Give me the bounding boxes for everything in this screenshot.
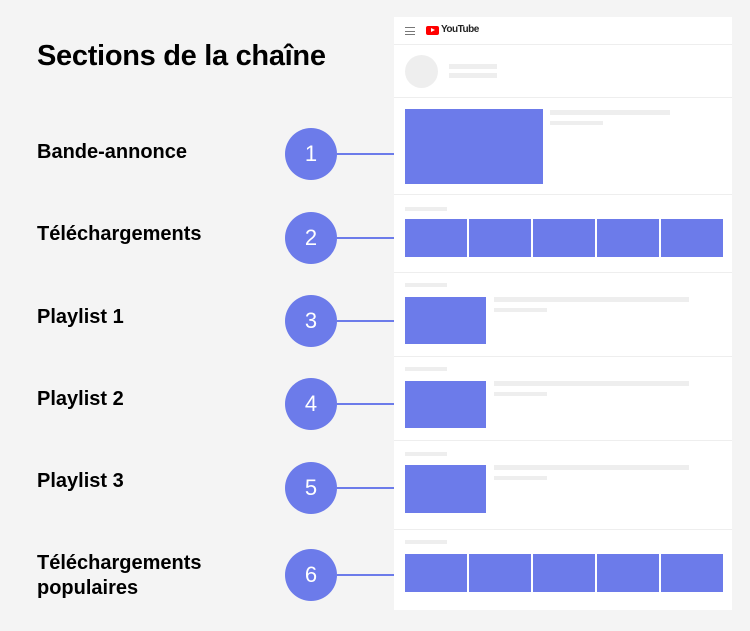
divider [394, 440, 732, 441]
trailer-video-thumbnail [405, 109, 543, 184]
trailer-meta-placeholder [550, 121, 603, 125]
connector-3 [337, 320, 405, 322]
playlist-meta-placeholder [494, 308, 547, 312]
playlist-thumbnail [405, 381, 486, 428]
section-number-3: 3 [285, 295, 337, 347]
divider [394, 272, 732, 273]
menu-icon [405, 27, 415, 35]
page-title: Sections de la chaîne [37, 40, 326, 72]
video-thumbnail [405, 219, 467, 257]
section-number-2: 2 [285, 212, 337, 264]
section-heading-placeholder [405, 540, 447, 544]
playlist-meta-placeholder [494, 476, 547, 480]
section-label-uploads: Téléchargements [37, 223, 202, 245]
divider [394, 194, 732, 195]
section-label-popular-uploads: Téléchargements populaires [37, 551, 202, 601]
video-thumbnail [469, 219, 531, 257]
channel-page-mockup: YouTube [394, 17, 732, 610]
trailer-title-placeholder [550, 110, 670, 115]
section-number-6: 6 [285, 549, 337, 601]
connector-2 [337, 237, 405, 239]
playlist-thumbnail [405, 297, 486, 344]
channel-name-placeholder [449, 64, 497, 69]
divider [394, 44, 732, 45]
video-thumbnail [533, 554, 595, 592]
section-label-playlist-3: Playlist 3 [37, 470, 124, 492]
play-icon [431, 28, 435, 32]
youtube-wordmark: YouTube [441, 24, 479, 35]
channel-meta-placeholder [449, 73, 497, 78]
video-thumbnail [597, 554, 659, 592]
playlist-title-placeholder [494, 297, 689, 302]
video-thumbnail [597, 219, 659, 257]
connector-4 [337, 403, 405, 405]
section-label-line-2: populaires [37, 577, 139, 599]
divider [394, 97, 732, 98]
connector-5 [337, 487, 405, 489]
section-heading-placeholder [405, 283, 447, 287]
playlist-title-placeholder [494, 465, 689, 470]
section-label-line-1: Téléchargements [37, 552, 202, 574]
avatar [405, 55, 438, 88]
playlist-title-placeholder [494, 381, 689, 386]
section-heading-placeholder [405, 207, 447, 211]
section-label-trailer: Bande-annonce [37, 141, 188, 163]
section-label-playlist-2: Playlist 2 [37, 388, 124, 410]
video-thumbnail [661, 219, 723, 257]
connector-1 [337, 153, 405, 155]
divider [394, 529, 732, 530]
video-thumbnail [661, 554, 723, 592]
playlist-meta-placeholder [494, 392, 547, 396]
section-heading-placeholder [405, 452, 447, 456]
video-thumbnail [469, 554, 531, 592]
section-number-4: 4 [285, 378, 337, 430]
section-number-1: 1 [285, 128, 337, 180]
section-label-playlist-1: Playlist 1 [37, 306, 124, 328]
section-number-5: 5 [285, 462, 337, 514]
video-thumbnail [533, 219, 595, 257]
divider [394, 356, 732, 357]
playlist-thumbnail [405, 465, 486, 513]
video-thumbnail [405, 554, 467, 592]
connector-6 [337, 574, 405, 576]
section-heading-placeholder [405, 367, 447, 371]
